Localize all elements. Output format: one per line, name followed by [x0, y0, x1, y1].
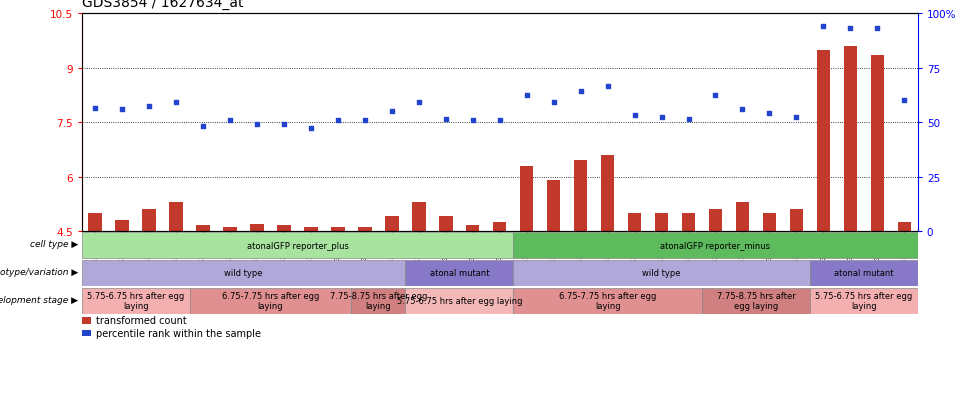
Text: 6.75-7.75 hrs after egg
laying: 6.75-7.75 hrs after egg laying: [222, 292, 319, 310]
Bar: [817, 51, 830, 231]
Bar: [250, 224, 263, 231]
Point: [897, 98, 912, 104]
Point: [465, 118, 480, 124]
Bar: [810, 260, 918, 286]
Bar: [702, 288, 810, 314]
Text: cell type ▶: cell type ▶: [30, 240, 78, 249]
Text: 5.75-6.75 hrs after egg
laying: 5.75-6.75 hrs after egg laying: [87, 292, 185, 310]
Point: [789, 114, 804, 121]
Text: 6.75-7.75 hrs after egg
laying: 6.75-7.75 hrs after egg laying: [559, 292, 656, 310]
Bar: [790, 210, 803, 231]
Bar: [547, 181, 560, 231]
Text: atonal mutant: atonal mutant: [834, 269, 894, 278]
Point: [870, 26, 885, 32]
Bar: [305, 228, 318, 231]
Point: [384, 109, 400, 115]
Point: [331, 118, 346, 124]
Text: GDS3854 / 1627634_at: GDS3854 / 1627634_at: [82, 0, 243, 10]
Bar: [385, 217, 399, 231]
Bar: [844, 47, 857, 231]
Bar: [493, 222, 506, 231]
Point: [168, 100, 184, 106]
Bar: [82, 288, 189, 314]
Point: [600, 83, 615, 90]
Text: wild type: wild type: [224, 269, 262, 278]
Point: [222, 118, 237, 124]
Point: [411, 100, 427, 106]
Bar: [82, 330, 91, 336]
Bar: [82, 233, 513, 259]
Text: 5.75-6.75 hrs after egg laying: 5.75-6.75 hrs after egg laying: [397, 297, 522, 305]
Point: [357, 118, 373, 124]
Bar: [628, 213, 641, 231]
Point: [653, 114, 669, 121]
Point: [276, 121, 291, 128]
Point: [546, 100, 561, 106]
Bar: [439, 217, 453, 231]
Bar: [196, 226, 209, 231]
Bar: [169, 202, 183, 231]
Bar: [277, 226, 290, 231]
Point: [627, 112, 642, 119]
Point: [141, 103, 157, 110]
Point: [843, 26, 858, 32]
Text: genotype/variation ▶: genotype/variation ▶: [0, 267, 78, 276]
Bar: [520, 166, 533, 231]
Bar: [601, 155, 614, 231]
Text: 5.75-6.75 hrs after egg
laying: 5.75-6.75 hrs after egg laying: [815, 292, 912, 310]
Point: [304, 125, 319, 132]
Bar: [681, 213, 695, 231]
Point: [735, 107, 751, 114]
Bar: [654, 213, 668, 231]
Bar: [513, 260, 810, 286]
Bar: [142, 210, 156, 231]
Bar: [709, 210, 723, 231]
Point: [249, 121, 264, 128]
Bar: [82, 318, 91, 324]
Bar: [358, 228, 372, 231]
Point: [438, 116, 454, 123]
Bar: [352, 288, 406, 314]
Point: [573, 89, 588, 95]
Point: [87, 105, 103, 112]
Bar: [574, 161, 587, 231]
Bar: [466, 226, 480, 231]
Bar: [871, 56, 884, 231]
Bar: [88, 213, 102, 231]
Bar: [406, 260, 513, 286]
Bar: [763, 213, 776, 231]
Point: [114, 107, 130, 114]
Text: 7.75-8.75 hrs after egg
laying: 7.75-8.75 hrs after egg laying: [330, 292, 427, 310]
Bar: [189, 288, 352, 314]
Bar: [82, 260, 406, 286]
Point: [519, 93, 534, 99]
Bar: [332, 228, 345, 231]
Bar: [223, 228, 236, 231]
Bar: [898, 222, 911, 231]
Text: percentile rank within the sample: percentile rank within the sample: [96, 328, 261, 338]
Bar: [513, 288, 702, 314]
Bar: [406, 288, 513, 314]
Bar: [412, 202, 426, 231]
Text: atonalGFP reporter_plus: atonalGFP reporter_plus: [247, 241, 349, 250]
Bar: [513, 233, 918, 259]
Text: atonalGFP reporter_minus: atonalGFP reporter_minus: [660, 241, 771, 250]
Text: atonal mutant: atonal mutant: [430, 269, 489, 278]
Point: [195, 123, 210, 130]
Text: development stage ▶: development stage ▶: [0, 295, 78, 304]
Point: [816, 24, 831, 31]
Point: [708, 93, 724, 99]
Text: 7.75-8.75 hrs after
egg laying: 7.75-8.75 hrs after egg laying: [717, 292, 796, 310]
Point: [762, 111, 777, 117]
Bar: [115, 221, 129, 231]
Text: wild type: wild type: [642, 269, 680, 278]
Text: transformed count: transformed count: [96, 316, 187, 326]
Bar: [736, 202, 750, 231]
Point: [492, 118, 507, 124]
Point: [680, 116, 696, 123]
Bar: [810, 288, 918, 314]
